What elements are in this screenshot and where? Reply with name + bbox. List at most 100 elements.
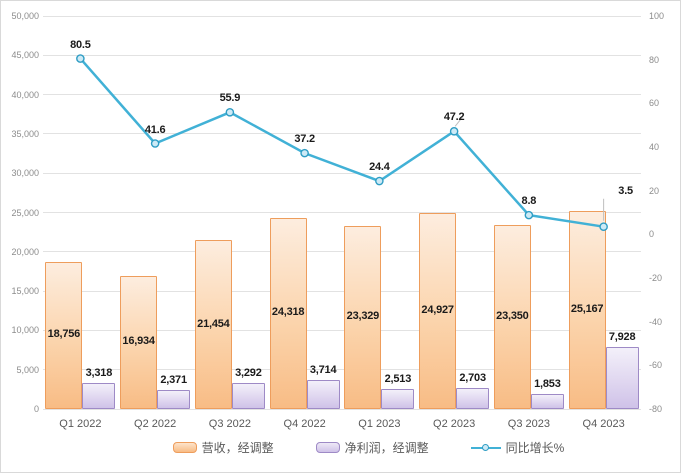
legend-item-revenue: 营收，经调整 bbox=[172, 439, 274, 456]
revenue-label-Q2-2022: 16,934 bbox=[122, 335, 155, 348]
yoy-growth-label-Q1-2022: 80.5 bbox=[70, 38, 91, 51]
revenue-bar-Q1-2023 bbox=[344, 225, 382, 409]
revenue-bar-Q3-2023 bbox=[493, 225, 531, 409]
net-profit-label-Q1-2023: 2,513 bbox=[384, 373, 412, 386]
legend-label-yoy-growth: 同比增长% bbox=[505, 441, 565, 455]
right-axis-tick: 60 bbox=[649, 98, 660, 109]
gridline bbox=[43, 369, 641, 371]
net-profit-label-Q3-2022: 3,292 bbox=[235, 367, 262, 380]
gridline bbox=[43, 54, 641, 56]
yoy-growth-label-Q4-2022: 37.2 bbox=[294, 133, 315, 146]
line-marker-Q3-2022 bbox=[225, 107, 235, 117]
gridline bbox=[43, 172, 641, 174]
right-axis-tick: -60 bbox=[649, 360, 663, 371]
yoy-growth-label-Q2-2022: 41.6 bbox=[144, 123, 166, 136]
line-marker-Q4-2022 bbox=[300, 148, 309, 158]
net-profit-label-Q1-2022: 3,318 bbox=[85, 366, 113, 379]
net-profit-label-Q2-2022: 2,371 bbox=[160, 374, 187, 387]
right-axis-tick: -40 bbox=[649, 316, 663, 327]
net-profit-label-Q4-2022: 3,714 bbox=[309, 363, 337, 376]
revenue-bar-Q3-2022 bbox=[194, 240, 232, 409]
yoy-growth-label-Q4-2023: 3.5 bbox=[618, 184, 633, 197]
line-marker-Q1-2022 bbox=[76, 54, 85, 63]
legend-label-net-profit: 净利润，经调整 bbox=[344, 441, 429, 455]
legend-label-revenue: 营收，经调整 bbox=[201, 441, 274, 455]
net-profit-bar-Q4-2023 bbox=[605, 346, 639, 409]
left-axis-tick: 35,000 bbox=[11, 128, 39, 139]
yoy-growth-line bbox=[79, 57, 604, 228]
right-axis-tick: 20 bbox=[649, 185, 660, 196]
gridline bbox=[43, 251, 641, 253]
net-profit-bar-Q3-2023 bbox=[530, 394, 564, 409]
line-marker-Q1-2023 bbox=[375, 176, 384, 186]
net-profit-label-Q2-2023: 2,703 bbox=[459, 371, 486, 384]
left-axis-tick: 50,000 bbox=[11, 11, 39, 21]
right-axis-tick: 100 bbox=[649, 11, 665, 21]
net-profit-label-Q4-2023: 7,928 bbox=[608, 330, 636, 343]
revenue-bar-Q2-2022 bbox=[120, 275, 158, 409]
x-axis-label-Q3-2023: Q3 2023 bbox=[507, 418, 550, 430]
left-axis-tick: 30,000 bbox=[11, 168, 39, 179]
revenue-label-Q3-2022: 21,454 bbox=[197, 317, 230, 330]
line-marker-Q2-2023 bbox=[449, 126, 459, 136]
net-profit-bar-Q3-2022 bbox=[231, 383, 265, 409]
legend-item-net-profit: 净利润，经调整 bbox=[315, 439, 429, 456]
yoy-growth-label-Q3-2023: 8.8 bbox=[521, 195, 537, 208]
revenue-bar-swatch-icon bbox=[172, 442, 197, 453]
x-axis-label-Q2-2022: Q2 2022 bbox=[134, 418, 177, 430]
gridline bbox=[43, 212, 641, 213]
left-axis-tick: 0 bbox=[33, 404, 39, 414]
x-axis-label-Q2-2023: Q2 2023 bbox=[433, 418, 476, 430]
net-profit-bar-Q1-2022 bbox=[82, 382, 116, 409]
right-axis-tick: -80 bbox=[649, 404, 663, 414]
revenue-bar-Q4-2023 bbox=[568, 211, 606, 409]
left-axis-tick: 10,000 bbox=[11, 325, 39, 336]
gridline bbox=[43, 15, 641, 17]
gridline bbox=[43, 290, 641, 292]
net-profit-bar-Q4-2022 bbox=[306, 379, 340, 409]
revenue-label-Q4-2023: 25,167 bbox=[570, 303, 604, 316]
line-marker-Q2-2022 bbox=[150, 139, 160, 148]
right-axis-tick: 80 bbox=[649, 54, 660, 65]
net-profit-bar-Q1-2023 bbox=[381, 389, 415, 409]
left-axis-tick: 20,000 bbox=[11, 246, 39, 257]
left-axis-tick: 45,000 bbox=[11, 50, 39, 61]
legend: 营收，经调整 净利润，经调整 同比增长% bbox=[29, 439, 680, 456]
left-axis-tick: 15,000 bbox=[11, 286, 39, 297]
line-marker-Q3-2023 bbox=[524, 210, 534, 220]
x-axis-label-Q4-2023: Q4 2023 bbox=[582, 418, 625, 430]
left-axis-tick: 25,000 bbox=[11, 207, 39, 218]
legend-item-yoy-growth: 同比增长% bbox=[470, 439, 565, 456]
revenue-label-Q2-2023: 24,927 bbox=[421, 304, 454, 317]
x-axis-label-Q3-2022: Q3 2022 bbox=[208, 418, 251, 430]
revenue-bar-Q1-2022 bbox=[45, 261, 83, 409]
revenue-label-Q1-2022: 18,756 bbox=[47, 328, 81, 341]
yoy-growth-label-Q2-2023: 47.2 bbox=[443, 111, 465, 124]
gridline bbox=[43, 329, 641, 331]
gridline bbox=[43, 94, 641, 96]
left-axis-tick: 5,000 bbox=[16, 364, 39, 375]
net-profit-label-Q3-2023: 1,853 bbox=[534, 378, 561, 391]
line-series-layer bbox=[76, 54, 608, 231]
revenue-bar-Q2-2023 bbox=[419, 213, 457, 409]
revenue-label-Q3-2023: 23,350 bbox=[496, 310, 529, 323]
plot-area: 18,756 3,318 16,934 2,371 21,454 3,292 24,318 3… bbox=[43, 15, 641, 410]
net-profit-bar-swatch-icon bbox=[315, 442, 340, 453]
yoy-growth-label-Q3-2022: 55.9 bbox=[219, 92, 241, 105]
line-marker-Q4-2023 bbox=[599, 222, 608, 231]
x-axis-label-Q1-2023: Q1 2023 bbox=[358, 418, 401, 430]
right-axis-tick: 40 bbox=[649, 142, 660, 152]
revenue-label-Q4-2022: 24,318 bbox=[271, 306, 305, 319]
right-axis-tick: -20 bbox=[649, 273, 663, 283]
yoy-growth-label-Q1-2023: 24.4 bbox=[369, 161, 390, 174]
x-axis-label-Q4-2022: Q4 2022 bbox=[283, 418, 326, 430]
right-axis-tick: 0 bbox=[649, 229, 655, 240]
revenue-label-Q1-2023: 23,329 bbox=[346, 310, 380, 323]
line-marker-swatch-icon bbox=[470, 443, 501, 452]
net-profit-bar-Q2-2023 bbox=[456, 387, 490, 409]
label-leader-lines bbox=[454, 115, 605, 221]
gridline bbox=[43, 408, 641, 410]
x-axis-label-Q1-2022: Q1 2022 bbox=[59, 418, 102, 430]
revenue-bar-Q4-2022 bbox=[269, 217, 307, 409]
